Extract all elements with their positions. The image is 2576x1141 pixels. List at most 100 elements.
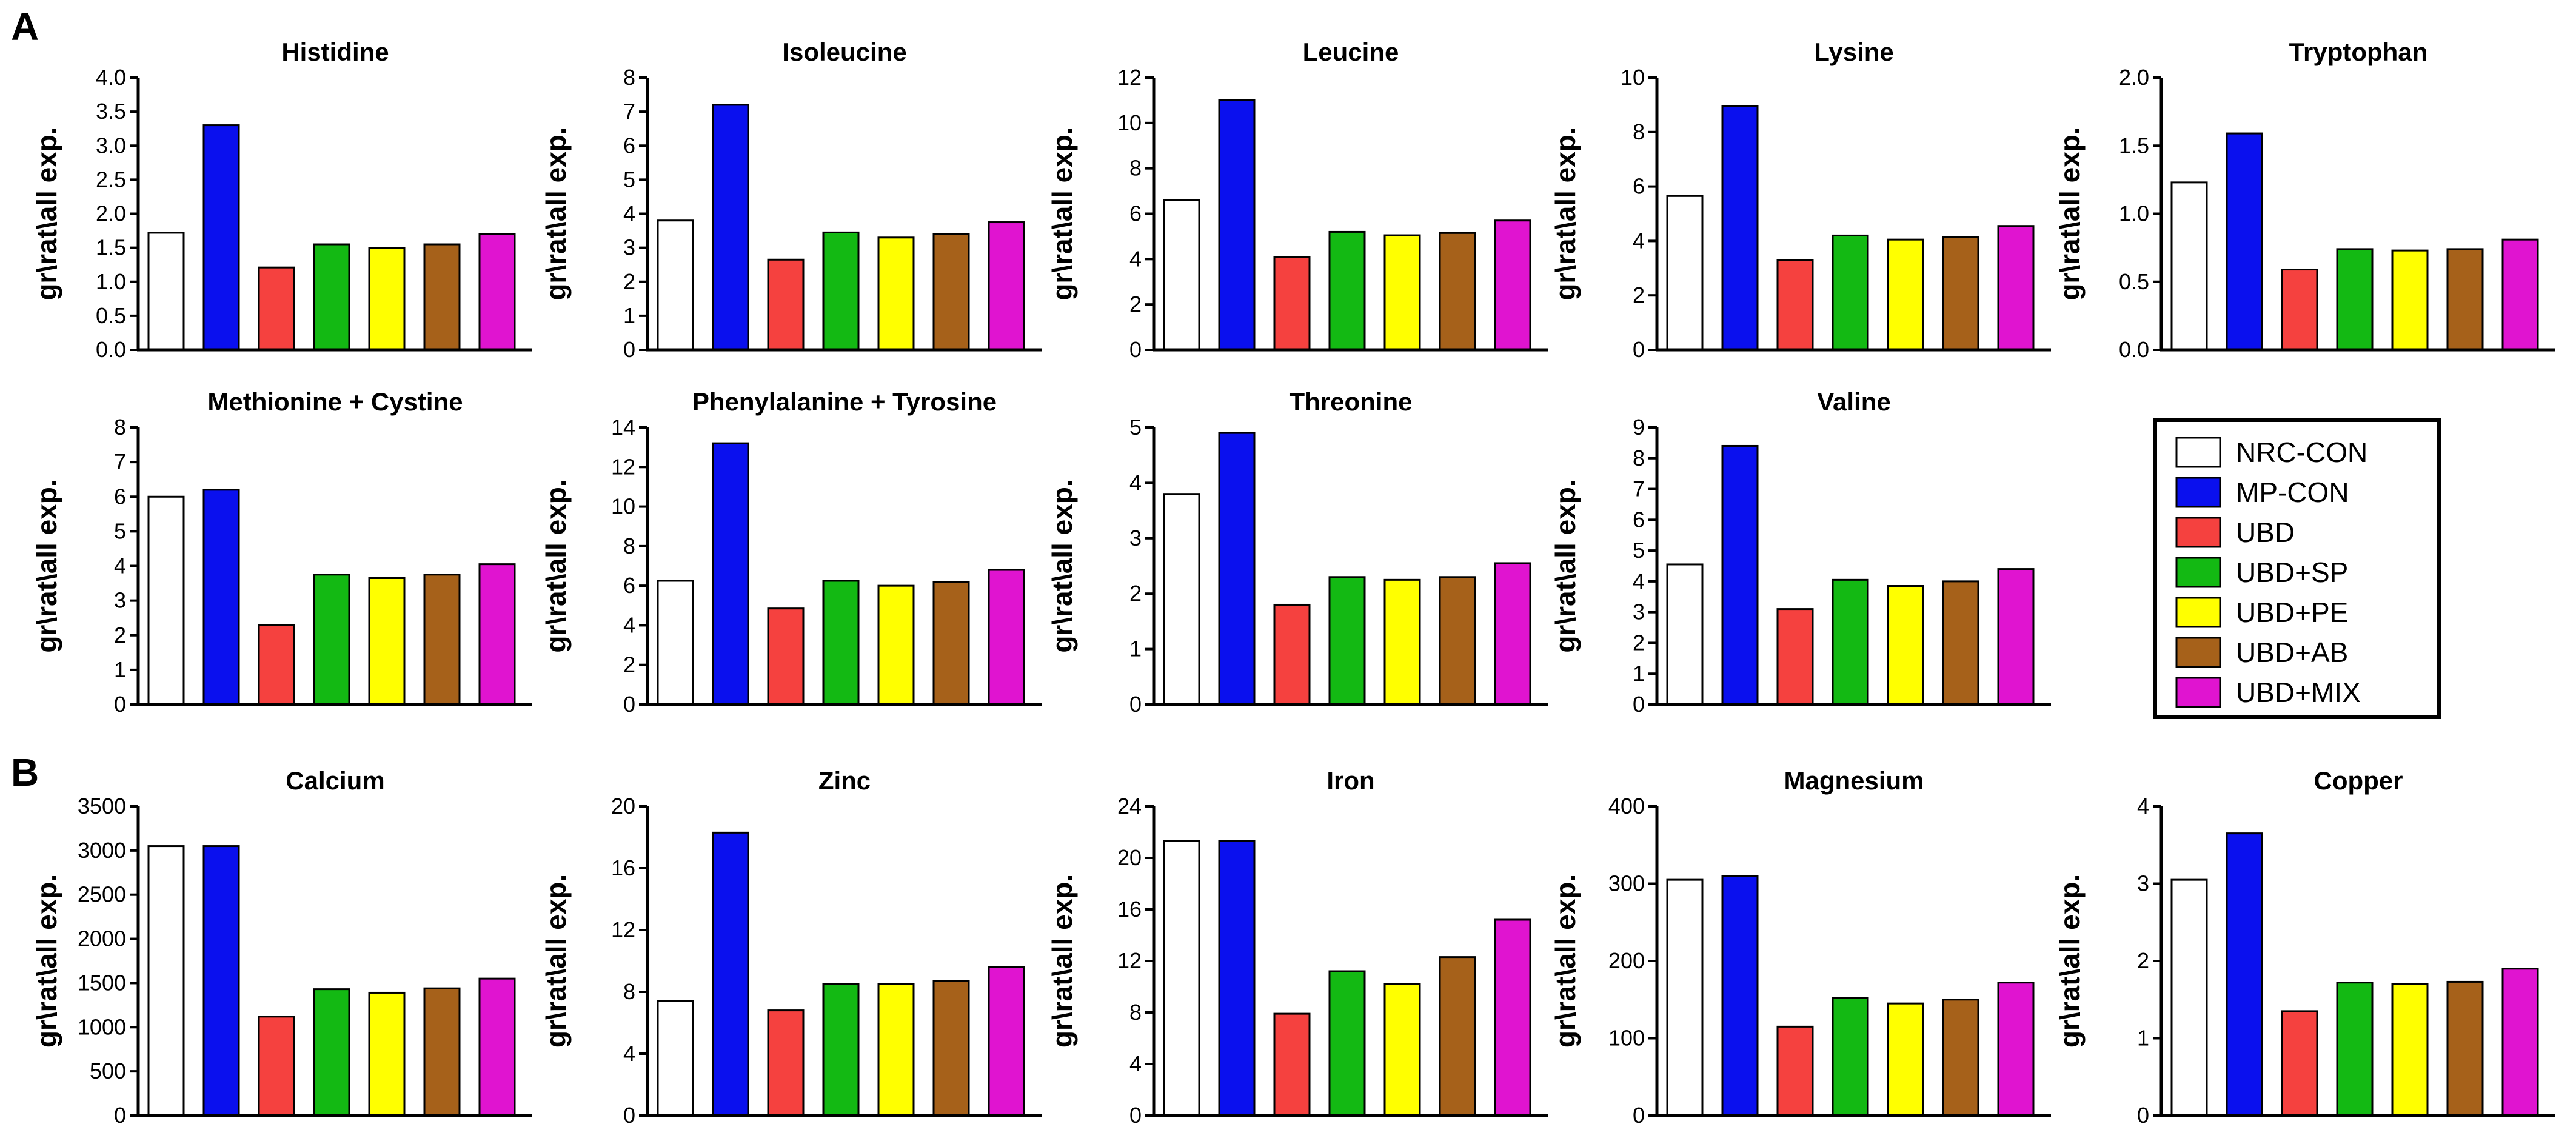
bar-mp-con (712, 442, 749, 706)
y-tick-label: 3500 (78, 794, 126, 818)
y-tick-label: 2.0 (2119, 65, 2149, 90)
bar-nrc-con (657, 1000, 694, 1117)
bar-ubd-pe (368, 247, 406, 351)
y-tick-label: 10 (1117, 110, 1142, 135)
y-axis-label: gr\rat\all exp. (1046, 479, 1078, 652)
y-tick-label: 0 (623, 337, 635, 362)
bar-ubd-pe (1383, 578, 1421, 706)
legend-swatch-ubd (2175, 517, 2221, 548)
y-tick-label: 3 (623, 235, 635, 260)
bar-nrc-con (2170, 181, 2208, 351)
chart-title: Leucine (1303, 38, 1399, 66)
bar-mp-con (2226, 832, 2263, 1117)
chart-lysine: Lysine gr\rat\all exp. 0 2 4 6 8 10 (1550, 38, 2051, 362)
bar-ubd-sp (822, 983, 860, 1117)
bar-ubd-ab (1942, 580, 1979, 706)
bar-ubd (1273, 1012, 1311, 1117)
y-tick-label: 6 (623, 573, 635, 598)
bar-ubd-ab (1439, 232, 1476, 351)
bar-ubd-mix (988, 569, 1025, 706)
y-axis-label: gr\rat\all exp. (1550, 479, 1581, 652)
bar-ubd-ab (932, 581, 970, 706)
bar-mp-con (1218, 99, 1256, 351)
bar-ubd-ab (932, 233, 970, 351)
bar-mp-con (1721, 105, 1759, 351)
y-tick-label: 4 (1633, 228, 1645, 253)
bar-ubd (1273, 603, 1311, 706)
bar-ubd-sp (1832, 578, 1869, 706)
bar-ubd-mix (2501, 238, 2539, 351)
legend-swatch-ubd-sp (2175, 557, 2221, 588)
chart-magnesium: Magnesium gr\rat\all exp. 0 100 200 300 400 (1550, 766, 2051, 1128)
chart-tryptophan: Tryptophan gr\rat\all exp. 0.0 0.5 1.0 1.5 2.0 (2054, 38, 2555, 362)
y-tick-label: 6 (114, 484, 126, 509)
bar-nrc-con (1163, 199, 1200, 351)
bar-nrc-con (1666, 878, 1704, 1117)
chart-isoleucine: Isoleucine gr\rat\all exp. 0 1 2 3 4 5 6 7 8 (540, 38, 1042, 362)
y-tick-label: 12 (611, 454, 635, 479)
y-tick-label: 0 (2137, 1103, 2149, 1128)
bar-nrc-con (1163, 493, 1200, 706)
y-tick-label: 7 (1633, 477, 1645, 501)
bar-mp-con (712, 831, 749, 1117)
bar-ubd (258, 624, 295, 706)
bar-ubd-mix (1494, 219, 1531, 351)
y-tick-label: 3000 (78, 838, 126, 863)
bar-ubd (767, 258, 805, 351)
chart-title: Iron (1326, 766, 1374, 795)
bar-ubd-ab (423, 987, 461, 1117)
legend-label-ubd-ab: UBD+AB (2236, 637, 2348, 668)
legend-swatch-mp-con (2175, 477, 2221, 508)
y-axis-label: gr\rat\all exp. (1550, 874, 1581, 1048)
y-tick-label: 7 (114, 449, 126, 474)
bar-ubd (258, 266, 295, 351)
y-tick-label: 5 (1129, 415, 1142, 440)
legend-label-ubd-mix: UBD+MIX (2236, 677, 2361, 708)
y-tick-label: 4 (1129, 470, 1142, 495)
chart-leucine: Leucine gr\rat\all exp. 0 2 4 6 8 10 12 (1046, 38, 1548, 362)
y-tick-label: 8 (1633, 119, 1645, 144)
y-tick-label: 4 (114, 554, 126, 578)
y-tick-label: 4 (623, 201, 635, 226)
y-tick-label: 16 (611, 855, 635, 880)
chart-title: Phenylalanine + Tyrosine (692, 387, 997, 416)
y-axis-label: gr\rat\all exp. (540, 479, 572, 652)
y-tick-label: 9 (1633, 415, 1645, 440)
bar-ubd (1273, 256, 1311, 351)
y-tick-label: 0.0 (96, 337, 126, 362)
chart-grid: Histidine gr\rat\all exp. 0.0 0.5 1.0 1.5 2.0 2… (31, 38, 2555, 1128)
y-tick-label: 6 (1633, 507, 1645, 532)
y-tick-label: 8 (114, 415, 126, 440)
bar-ubd-pe (877, 236, 915, 351)
bar-ubd-pe (1383, 234, 1421, 351)
chart-title: Copper (2314, 766, 2403, 795)
bar-ubd-ab (1942, 236, 1979, 351)
y-tick-label: 4 (623, 612, 635, 637)
chart-calcium: Calcium gr\rat\all exp. 0 500 1000 1500 2000 25… (31, 766, 532, 1128)
y-tick-label: 16 (1117, 897, 1142, 922)
legend-items: NRC-CON MP-CON UBD UBD+SP UBD+PE UBD+AB UBD+MI… (2175, 437, 2367, 708)
y-tick-label: 2 (1633, 630, 1645, 655)
y-tick-label: 8 (1129, 1000, 1142, 1025)
y-tick-label: 100 (1608, 1026, 1645, 1051)
legend-label-nrc-con: NRC-CON (2236, 437, 2367, 468)
bar-mp-con (202, 845, 240, 1117)
y-tick-label: 0 (1633, 1103, 1645, 1128)
bar-mp-con (712, 104, 749, 351)
bar-ubd-pe (1887, 1002, 1924, 1117)
legend-swatch-ubd-mix (2175, 677, 2221, 708)
bar-ubd-sp (1328, 970, 1366, 1117)
bar-nrc-con (1666, 563, 1704, 706)
y-tick-label: 1 (1633, 661, 1645, 686)
y-tick-label: 12 (1117, 65, 1142, 90)
y-axis-label: gr\rat\all exp. (2054, 874, 2086, 1048)
y-tick-label: 4 (1633, 569, 1645, 594)
y-axis-label: gr\rat\all exp. (1550, 127, 1581, 300)
y-tick-label: 1.5 (96, 235, 126, 260)
bar-ubd (2281, 1010, 2318, 1117)
y-tick-label: 8 (1129, 156, 1142, 181)
bar-ubd-ab (423, 243, 461, 351)
y-tick-label: 20 (1117, 845, 1142, 870)
y-tick-label: 0 (1633, 337, 1645, 362)
y-tick-label: 5 (623, 167, 635, 192)
